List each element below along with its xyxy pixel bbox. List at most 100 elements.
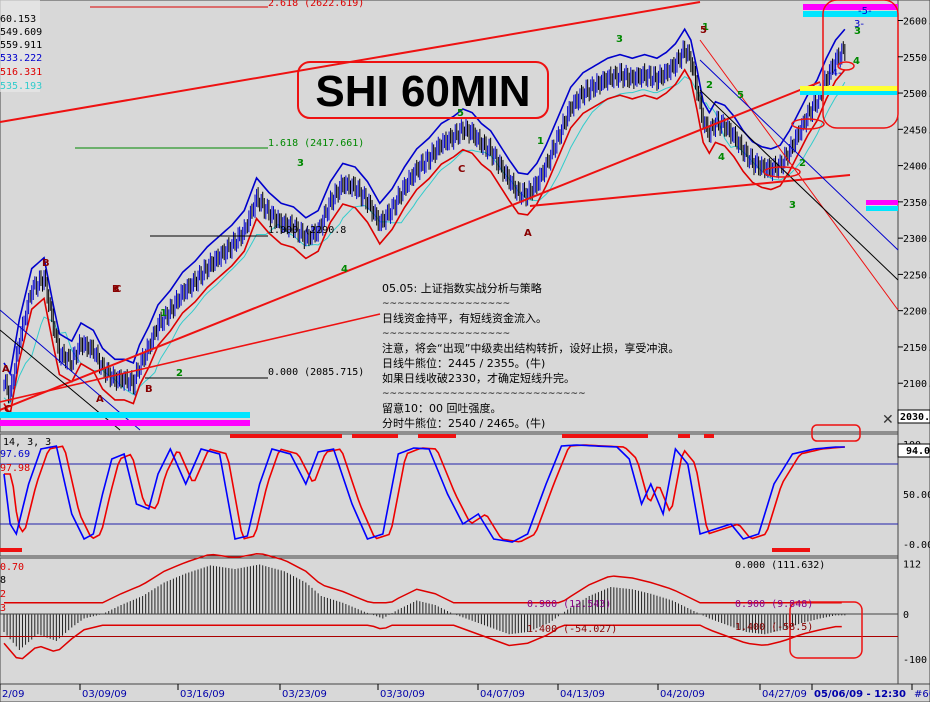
macd-left-2: 2 [0,589,6,600]
highlight-magenta-low [0,420,250,426]
oversold-marker [772,548,810,552]
price-tick-label: 2150. [903,343,930,354]
macd-fib-2: 1.400 (-54.027) [527,624,617,635]
stoch-axis-label: 50.00 [903,490,930,501]
date-axis-panel [0,683,930,702]
macd-axis-label: -100 [903,655,927,666]
highlight-magenta-right [866,200,898,205]
wave-label-green: 1 [537,136,544,147]
price-tick-label: 2450. [903,125,930,136]
crosshair-icon[interactable]: ✕ [882,412,894,428]
price-tick-label: 2400. [903,162,930,173]
channel-down-blue [699,59,899,251]
wave-label-green: 4 [718,152,725,163]
price-tick-label: 2600. [903,17,930,28]
macd-upper-band [4,553,842,604]
price-tick-label: 2200. [903,307,930,318]
commentary-date-title: 05.05: 上证指数实战分析与策略 [382,281,542,295]
commentary-line-2: 注意，将会“出现”中级卖出结构转折，设好止损，享受冲浪。 [382,341,679,355]
channel-down-black [699,89,899,281]
macd-fib-0: 0.000 (111.632) [735,560,825,571]
highlight-magenta-top [803,4,898,10]
wave-label-blue: -5- [858,6,872,17]
wave-label-blue: -4- [828,68,842,79]
stoch-left-k: 97.69 [0,449,30,460]
date-label: 03/30/09 [380,689,425,700]
wave-label-red: C [114,284,121,295]
left-value-4: 516.331 [0,67,42,78]
stoch-left-d: 97.98 [0,463,30,474]
date-label: #60 [914,689,930,700]
fib-label-1618: 1.618 (2417.661) [268,138,364,149]
macd-fib-4: 1.400 (-58.5) [735,622,813,633]
stoch-axis-label: -0.00 [903,540,930,551]
macd-left-0: 0.70 [0,562,24,573]
date-label: 2/09 [2,689,24,700]
annotation-ellipse-low [763,166,801,178]
overbought-marker [562,434,648,438]
overbought-marker [678,434,690,438]
commentary-line-5: 留意10：00 回吐强度。 [382,401,502,415]
wave-label-green: 4 [341,264,348,275]
current-price: 2030. [900,412,930,423]
date-label: 03/16/09 [180,689,225,700]
current-price-box [897,409,930,424]
commentary-sep: ~~~~~~~~~~~~~~~~~ [382,299,510,309]
macd-axis-label: 0 [903,610,909,621]
macd-fib-3: 0.900 (9.848) [735,599,813,610]
overbought-marker [352,434,398,438]
macd-axis: 112 0 -100 [903,560,927,666]
left-value-0: 60.153 [0,14,36,25]
channel-lower-line [3,68,846,417]
wave-label-green: 2 [799,158,806,169]
wave-label-green: 5 [737,90,744,101]
date-label: 04/20/09 [660,689,705,700]
left-value-1: 549.609 [0,27,42,38]
wave-label-red: C [4,404,11,415]
overbought-marker [704,434,714,438]
price-tick-label: 2250. [903,270,930,281]
date-label: 03/09/09 [82,689,127,700]
wave-label-green: 1 [702,22,709,33]
early-blue-line [0,309,141,431]
wave-label-green: 2 [706,80,713,91]
annotation-box-macd [789,601,863,659]
commentary-line-4: 如果日线收破2330，才确定短线升完。 [382,371,575,385]
commentary-line-6: 分时牛熊位：2540 / 2465。(牛) [382,416,545,430]
date-label: 05/06/09 - 12:30 [814,689,906,700]
highlight-yellow [800,86,898,91]
date-label: 04/27/09 [762,689,807,700]
trend-line-main [0,81,821,411]
stoch-k-line [3,444,845,543]
fib-label-2618: 2.618 (2622.619) [268,0,364,9]
commentary-sep-2: ~~~~~~~~~~~~~~~~~~~~~~~~~~~ [382,389,586,399]
title-box: SHI 60MIN [297,61,549,119]
stoch-header: 14, 3, 3 [3,437,51,448]
macd-lower-band [3,624,842,660]
chart-title: SHI 60MIN [315,67,530,116]
overbought-marker [418,434,456,438]
macd-left-3: 3 [0,603,6,614]
wave-label-red: B [112,284,120,295]
wave-label-red: B [42,258,50,269]
price-tick-label: 2500. [903,89,930,100]
wave-label-red: A [96,394,104,405]
highlight-cyan-mid [800,91,898,95]
macd-panel [0,557,899,685]
date-label: 04/13/09 [560,689,605,700]
wave-label-red: A [2,364,10,375]
annotation-ellipse-mid [791,118,825,130]
stoch-current: 94.0 [906,446,930,457]
macd-fib-1: 0.900 (12.543) [527,599,611,610]
highlight-cyan-top [803,11,898,17]
left-value-3: 533.222 [0,53,42,64]
annotation-box-top [822,0,899,129]
left-value-2: 559.911 [0,40,42,51]
fib-label-0000: 0.000 (2085.715) [268,367,364,378]
commentary: 05.05: 上证指数实战分析与策略 ~~~~~~~~~~~~~~~~~ 日线资… [382,281,679,430]
wave-label-red: 5 [700,25,707,36]
highlight-cyan-right [866,206,898,211]
